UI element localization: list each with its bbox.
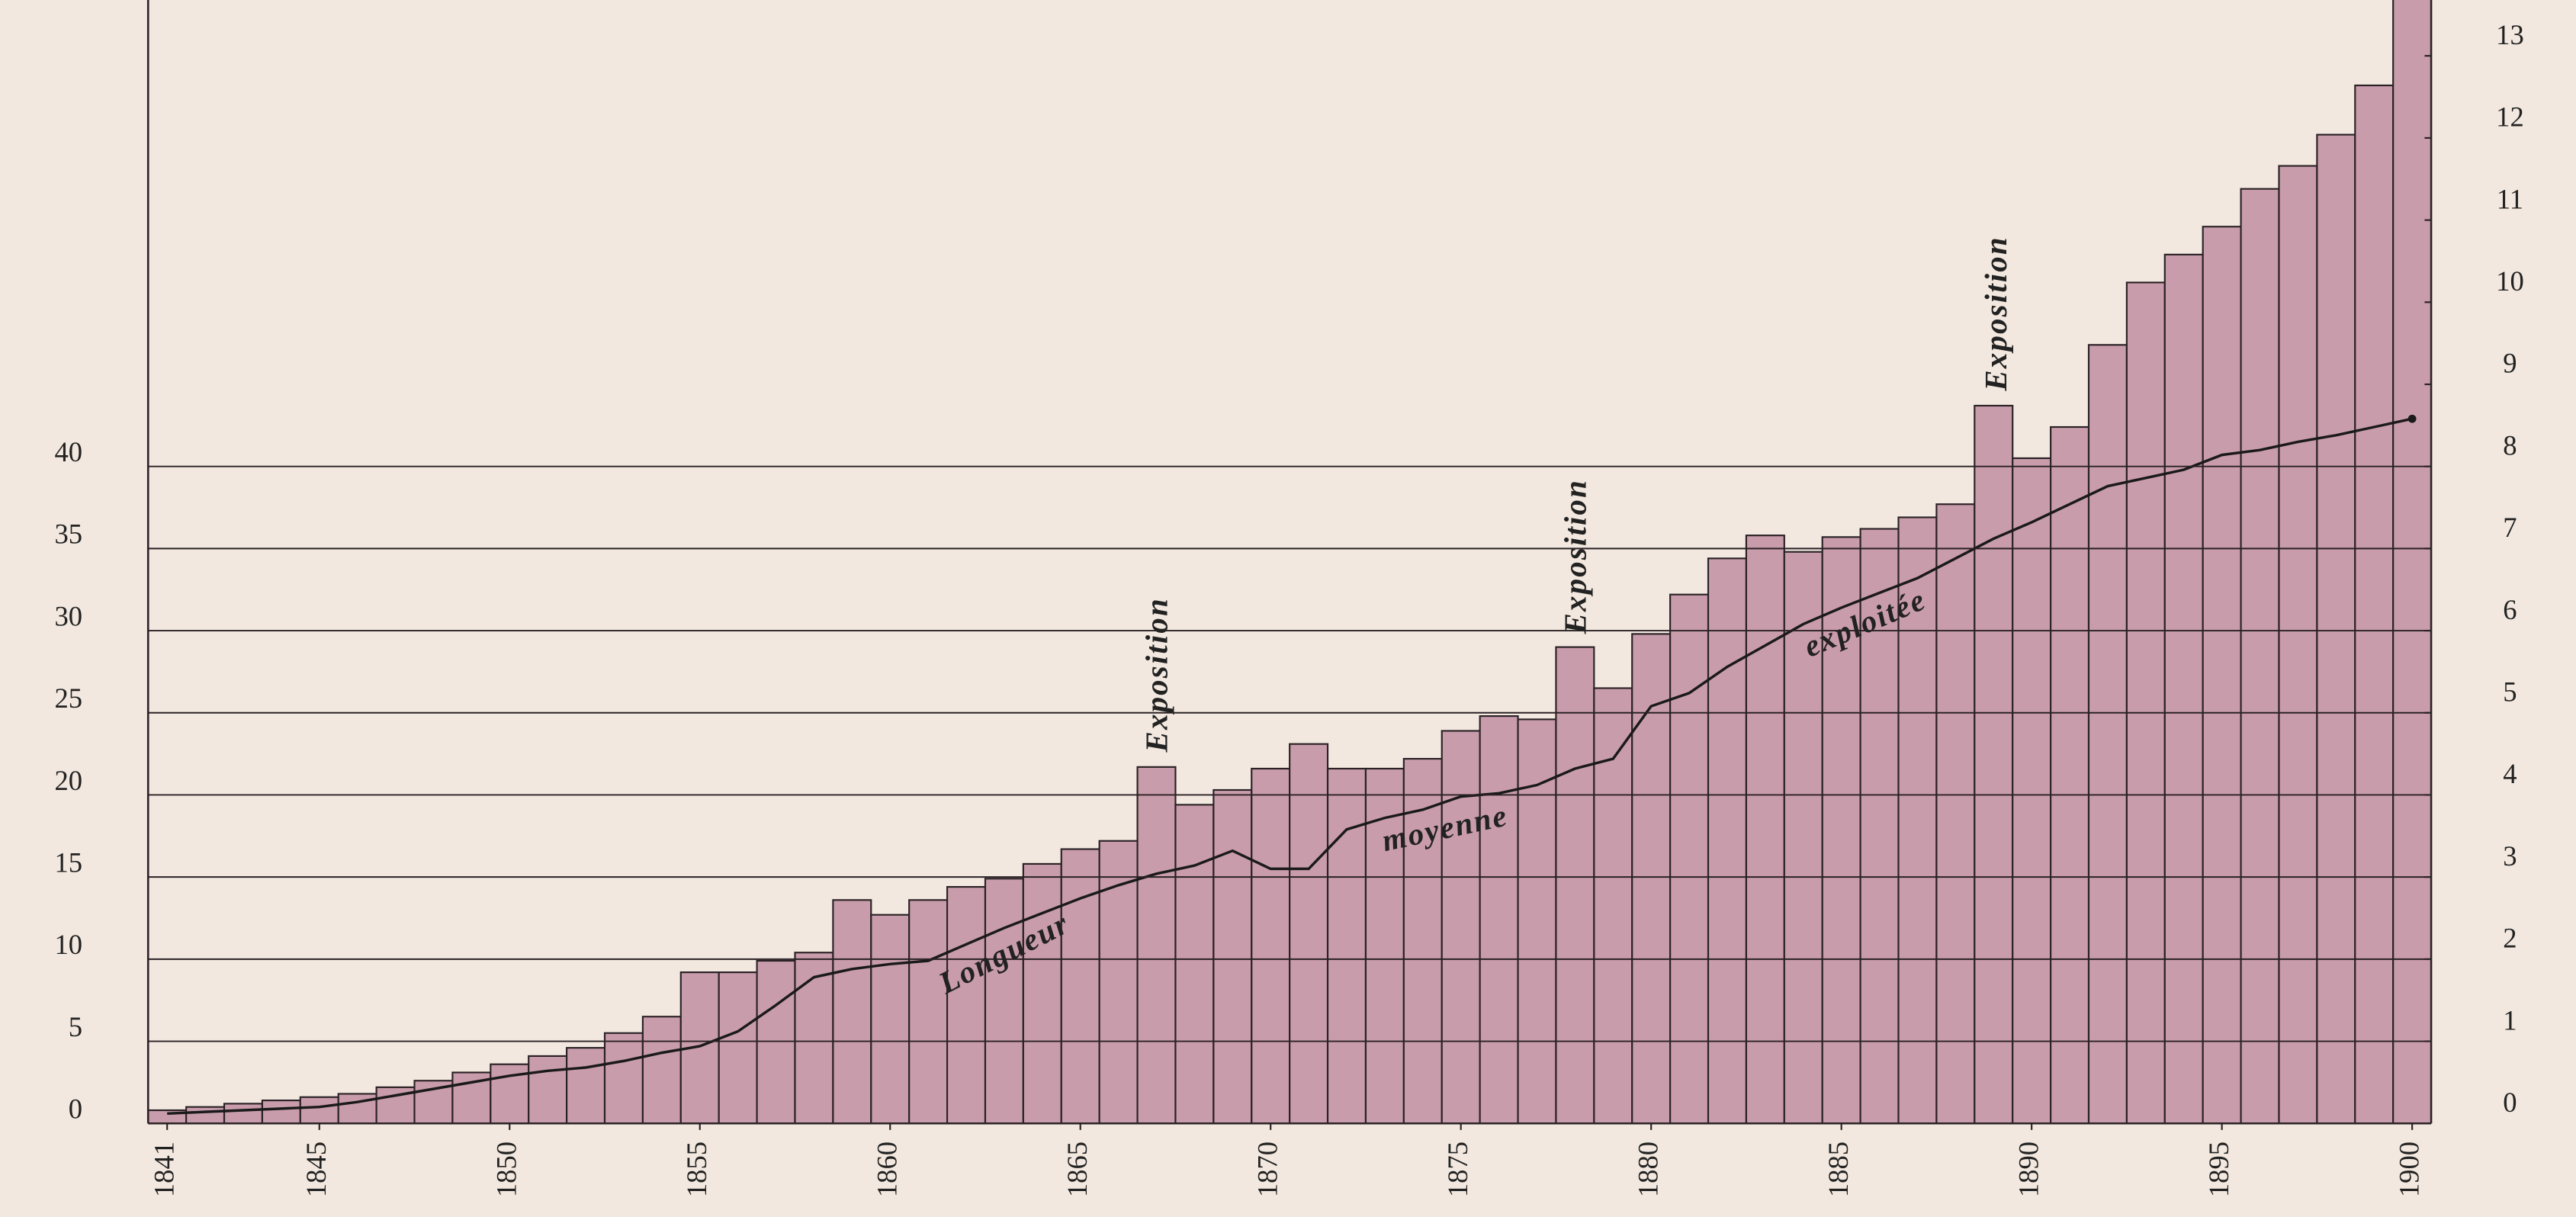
x-tick-label: 1865 [1062, 1142, 1093, 1197]
bar [603, 1032, 644, 1124]
annotation: Exposition [1559, 479, 1593, 634]
y2-tick-label: 10 [2496, 265, 2524, 297]
bar [1441, 730, 1481, 1124]
bar [2125, 281, 2166, 1124]
y2-tick-label: 0 [2503, 1087, 2517, 1118]
y2-tick-label: 9 [2503, 348, 2517, 379]
bar [2202, 226, 2242, 1124]
bar [1022, 862, 1062, 1124]
y-tick-label: 5 [69, 1011, 82, 1042]
bar [223, 1103, 263, 1124]
bar [337, 1093, 377, 1124]
bar [1098, 840, 1139, 1124]
bar [2012, 457, 2052, 1124]
bar [1745, 535, 1785, 1124]
annotation: Exposition [1979, 236, 2013, 391]
y-tick-label: 20 [54, 765, 82, 796]
bar [794, 952, 834, 1124]
y2-tick-label: 12 [2496, 101, 2524, 133]
x-tick-label: 1870 [1252, 1142, 1283, 1197]
bar [1289, 743, 1329, 1124]
y2-tick-label: 6 [2503, 594, 2517, 625]
y-tick-label: 10 [54, 929, 82, 960]
line-end-dot [2407, 414, 2417, 423]
bar [908, 899, 949, 1124]
x-tick-label: 1900 [2394, 1142, 2425, 1197]
bar [2163, 253, 2204, 1124]
y2-tick-label: 7 [2503, 512, 2517, 543]
bar [1974, 404, 2014, 1124]
y-tick-label: 0 [69, 1093, 82, 1125]
bar [2278, 165, 2318, 1124]
bar [528, 1055, 568, 1124]
y2-tick-label: 8 [2503, 429, 2517, 461]
bar [1555, 646, 1595, 1124]
bar [1060, 848, 1100, 1124]
bar [1479, 715, 1519, 1124]
bar [1174, 804, 1215, 1124]
bar [984, 878, 1024, 1124]
bar [1593, 687, 1633, 1124]
bar [641, 1016, 682, 1124]
bar [299, 1096, 339, 1124]
x-tick-label: 1880 [1633, 1142, 1664, 1197]
bar [1213, 788, 1253, 1124]
y-tick-label: 35 [54, 519, 82, 550]
y-tick-label: 25 [54, 682, 82, 714]
bar [756, 959, 796, 1124]
bar [832, 899, 872, 1124]
y2-tick-label: 4 [2503, 758, 2517, 789]
x-tick-label: 1850 [491, 1142, 522, 1197]
y-tick-label: 15 [54, 846, 82, 878]
bar [2354, 84, 2395, 1124]
y2-tick-label: 13 [2496, 19, 2524, 50]
bar [870, 914, 911, 1124]
x-tick-label: 1841 [149, 1142, 180, 1197]
bar [1669, 593, 1710, 1124]
y-tick-label: 40 [54, 436, 82, 467]
bar [1136, 766, 1177, 1124]
y2-tick-label: 3 [2503, 840, 2517, 872]
bar [718, 971, 758, 1124]
bar [1402, 758, 1443, 1124]
bars [148, 0, 2432, 1124]
line [167, 417, 2413, 1116]
x-tick-label: 1860 [872, 1142, 903, 1197]
bar [1326, 767, 1367, 1124]
bar [946, 886, 987, 1124]
x-tick-label: 1890 [2013, 1142, 2044, 1197]
y-tick-label: 30 [54, 600, 82, 631]
bar [1935, 503, 1976, 1124]
bar [1821, 536, 1861, 1124]
y2-tick-label: 2 [2503, 923, 2517, 954]
bar [1859, 528, 1900, 1124]
annotation: Exposition [1139, 597, 1174, 753]
bar [2316, 133, 2356, 1124]
x-tick-label: 1845 [300, 1142, 332, 1197]
bar [261, 1100, 301, 1124]
x-tick-label: 1895 [2203, 1142, 2234, 1197]
bar [1707, 557, 1748, 1124]
bar [2392, 0, 2432, 1124]
y2-tick-label: 1 [2503, 1004, 2517, 1036]
x-tick-label: 1855 [681, 1142, 712, 1197]
bar [2087, 344, 2128, 1124]
bar [566, 1047, 606, 1124]
x-tick-label: 1885 [1823, 1142, 1854, 1197]
bar [2050, 425, 2090, 1124]
y2-tick-label: 11 [2497, 183, 2523, 214]
bar [1251, 767, 1291, 1124]
x-tick-label: 1875 [1442, 1142, 1473, 1197]
y2-tick-label: 5 [2503, 676, 2517, 707]
bar [2240, 188, 2280, 1124]
bar [185, 1106, 226, 1124]
